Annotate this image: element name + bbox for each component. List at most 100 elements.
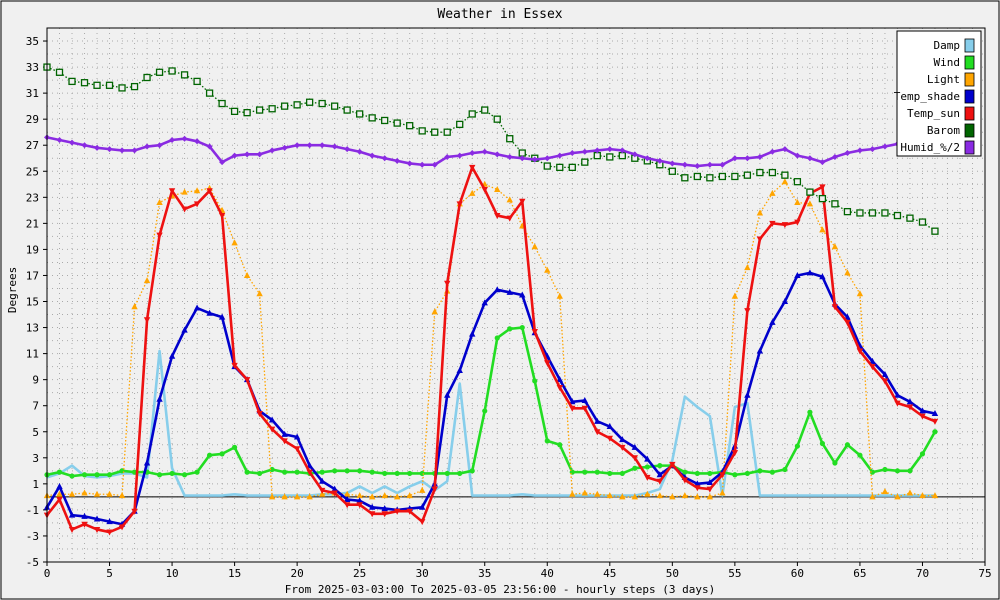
data-point-barom	[718, 172, 727, 181]
data-point-temp-shade	[919, 407, 926, 414]
data-point-humid-2	[119, 147, 126, 154]
data-point-light	[931, 492, 939, 499]
x-tick-label: 20	[291, 567, 304, 580]
data-point-light	[131, 303, 138, 310]
y-tick-label: 31	[26, 87, 39, 100]
data-point-humid-2	[744, 155, 751, 162]
data-point-light	[744, 264, 751, 271]
data-point-barom	[693, 172, 701, 181]
legend-label-wind: Wind	[934, 56, 961, 69]
data-point-temp-sun	[431, 486, 438, 493]
data-point-temp-sun	[594, 429, 601, 436]
data-point-wind	[907, 468, 913, 474]
data-point-temp-shade	[894, 391, 901, 398]
y-tick-label: -1	[26, 504, 39, 517]
data-point-wind	[519, 324, 525, 331]
data-point-wind	[294, 469, 300, 475]
data-point-temp-shade	[56, 482, 63, 489]
data-point-wind	[732, 472, 738, 478]
data-point-humid-2	[581, 148, 588, 155]
data-point-barom	[393, 119, 401, 127]
data-point-temp-sun	[481, 187, 488, 194]
data-point-humid-2	[594, 147, 601, 154]
data-point-humid-2	[794, 152, 801, 159]
data-point-temp-shade	[594, 417, 601, 424]
data-point-barom	[768, 168, 777, 177]
data-point-barom	[331, 102, 339, 110]
data-point-temp-sun	[631, 455, 639, 462]
data-point-barom	[180, 71, 189, 79]
data-point-wind	[181, 472, 188, 478]
data-point-humid-2	[69, 139, 76, 146]
data-point-wind	[507, 326, 513, 332]
data-point-wind	[582, 469, 588, 475]
data-point-temp-sun	[606, 435, 613, 442]
data-point-light	[293, 493, 301, 500]
chart-title: Weather in Essex	[437, 7, 562, 22]
data-point-temp-sun	[168, 188, 176, 195]
data-point-barom	[506, 135, 514, 143]
data-point-wind	[282, 469, 288, 475]
data-point-wind	[757, 468, 763, 474]
x-tick-label: 70	[916, 567, 929, 580]
data-point-humid-2	[219, 159, 226, 166]
data-point-temp-sun	[781, 222, 789, 229]
data-point-barom	[868, 209, 877, 217]
data-point-wind	[469, 468, 475, 474]
data-point-barom	[593, 151, 601, 160]
data-point-barom	[230, 107, 239, 116]
y-tick-label: 17	[26, 269, 39, 282]
data-point-temp-shade	[519, 291, 526, 298]
data-point-temp-shade	[81, 512, 88, 519]
data-point-temp-sun	[694, 485, 701, 492]
data-point-barom	[105, 81, 114, 89]
y-tick-label: 5	[32, 426, 39, 439]
data-point-barom	[93, 81, 101, 89]
data-point-light	[619, 493, 626, 500]
legend-swatch-barom	[964, 123, 975, 138]
x-tick-label: 15	[228, 567, 241, 580]
data-point-temp-sun	[844, 319, 851, 326]
data-point-light	[531, 243, 538, 250]
data-point-temp-shade	[469, 330, 476, 337]
data-point-temp-shade	[931, 410, 939, 417]
data-point-temp-shade	[381, 505, 388, 512]
data-point-temp-shade	[193, 304, 201, 311]
data-point-wind	[707, 470, 713, 477]
plot-frame	[46, 27, 986, 563]
x-tick-label: 5	[106, 567, 113, 580]
data-point-humid-2	[819, 159, 826, 166]
data-point-temp-sun	[556, 384, 563, 391]
data-point-temp-shade	[556, 376, 563, 383]
data-point-wind	[407, 470, 413, 477]
data-point-light	[819, 226, 826, 233]
legend-swatch-light	[964, 72, 975, 87]
data-point-barom	[406, 122, 414, 130]
data-point-wind	[69, 473, 75, 479]
data-point-barom	[418, 127, 426, 135]
data-point-light	[806, 200, 814, 207]
data-point-humid-2	[731, 155, 738, 162]
data-point-temp-sun	[156, 232, 163, 239]
data-point-temp-sun	[881, 378, 889, 385]
data-point-temp-sun	[368, 511, 376, 518]
data-point-humid-2	[756, 153, 763, 160]
legend-swatch-humid-2	[964, 140, 975, 155]
data-point-barom	[68, 77, 76, 86]
y-tick-label: 13	[26, 322, 39, 335]
data-point-temp-sun	[293, 446, 301, 453]
data-point-wind	[607, 470, 613, 477]
data-point-temp-shade	[181, 326, 188, 333]
data-point-barom	[781, 171, 789, 179]
data-point-humid-2	[131, 147, 138, 154]
data-point-humid-2	[194, 138, 201, 145]
data-point-humid-2	[619, 147, 626, 154]
data-point-wind	[682, 469, 688, 475]
data-point-wind	[106, 472, 113, 478]
data-point-temp-sun	[343, 502, 351, 509]
data-point-barom	[556, 163, 564, 172]
data-point-barom	[468, 110, 476, 118]
data-point-light	[406, 492, 413, 499]
data-point-humid-2	[81, 142, 88, 149]
